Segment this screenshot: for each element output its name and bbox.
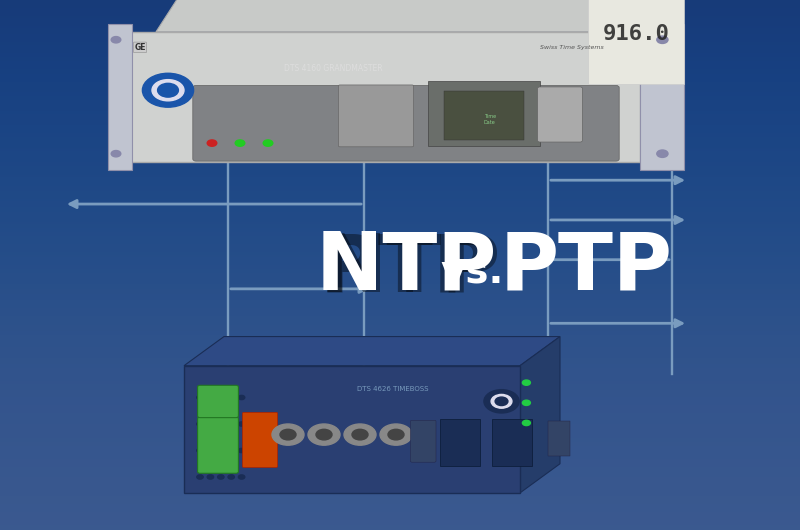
Circle shape <box>308 424 340 445</box>
FancyBboxPatch shape <box>198 385 238 418</box>
Polygon shape <box>156 0 664 32</box>
Circle shape <box>380 424 412 445</box>
Circle shape <box>228 475 234 479</box>
Circle shape <box>263 140 273 146</box>
FancyBboxPatch shape <box>538 87 582 142</box>
Text: Time
Date: Time Date <box>484 114 496 125</box>
FancyBboxPatch shape <box>410 420 436 462</box>
Circle shape <box>238 448 245 453</box>
Circle shape <box>344 424 376 445</box>
Text: PTP: PTP <box>319 231 492 309</box>
Circle shape <box>207 140 217 146</box>
Circle shape <box>197 475 203 479</box>
Text: 916.0: 916.0 <box>602 24 670 44</box>
Text: vs.: vs. <box>440 254 503 292</box>
Circle shape <box>111 151 121 157</box>
Circle shape <box>657 150 668 157</box>
Circle shape <box>228 422 234 426</box>
FancyBboxPatch shape <box>640 24 684 170</box>
Circle shape <box>228 395 234 400</box>
Circle shape <box>207 395 214 400</box>
FancyBboxPatch shape <box>548 421 570 456</box>
Circle shape <box>491 394 512 408</box>
FancyBboxPatch shape <box>492 419 532 466</box>
Text: GE: GE <box>134 43 146 52</box>
Circle shape <box>111 37 121 43</box>
Circle shape <box>197 448 203 453</box>
FancyBboxPatch shape <box>242 412 278 467</box>
Circle shape <box>522 400 530 405</box>
Circle shape <box>238 475 245 479</box>
Circle shape <box>142 73 194 107</box>
FancyBboxPatch shape <box>428 81 540 146</box>
Circle shape <box>280 429 296 440</box>
Circle shape <box>197 422 203 426</box>
Circle shape <box>207 448 214 453</box>
Text: NTP: NTP <box>316 228 498 307</box>
Circle shape <box>218 395 224 400</box>
FancyBboxPatch shape <box>588 0 684 84</box>
Circle shape <box>657 36 668 43</box>
FancyBboxPatch shape <box>193 85 619 161</box>
FancyBboxPatch shape <box>338 85 414 147</box>
Circle shape <box>484 390 519 413</box>
Circle shape <box>218 422 224 426</box>
Circle shape <box>218 448 224 453</box>
Circle shape <box>388 429 404 440</box>
FancyBboxPatch shape <box>444 91 524 140</box>
Circle shape <box>158 83 178 97</box>
FancyBboxPatch shape <box>184 366 520 493</box>
Text: NTP: NTP <box>319 231 501 309</box>
Polygon shape <box>184 337 560 366</box>
Circle shape <box>522 380 530 385</box>
Circle shape <box>207 475 214 479</box>
Text: PTP: PTP <box>500 228 673 307</box>
FancyBboxPatch shape <box>124 32 640 162</box>
Circle shape <box>207 422 214 426</box>
Text: DTS 4160 GRANDMASTER: DTS 4160 GRANDMASTER <box>284 64 382 73</box>
Text: DTS 4626 TIMEBOSS: DTS 4626 TIMEBOSS <box>357 386 428 392</box>
Polygon shape <box>520 337 560 493</box>
Circle shape <box>238 422 245 426</box>
Circle shape <box>218 475 224 479</box>
Circle shape <box>495 397 508 405</box>
FancyBboxPatch shape <box>108 24 132 170</box>
Circle shape <box>272 424 304 445</box>
Circle shape <box>522 420 530 426</box>
FancyBboxPatch shape <box>198 417 238 473</box>
Circle shape <box>238 395 245 400</box>
Circle shape <box>316 429 332 440</box>
Circle shape <box>235 140 245 146</box>
Circle shape <box>197 395 203 400</box>
Circle shape <box>228 448 234 453</box>
Polygon shape <box>640 0 664 162</box>
Circle shape <box>152 80 184 101</box>
FancyBboxPatch shape <box>440 419 480 466</box>
Circle shape <box>352 429 368 440</box>
Text: Swiss Time Systems: Swiss Time Systems <box>540 45 604 50</box>
